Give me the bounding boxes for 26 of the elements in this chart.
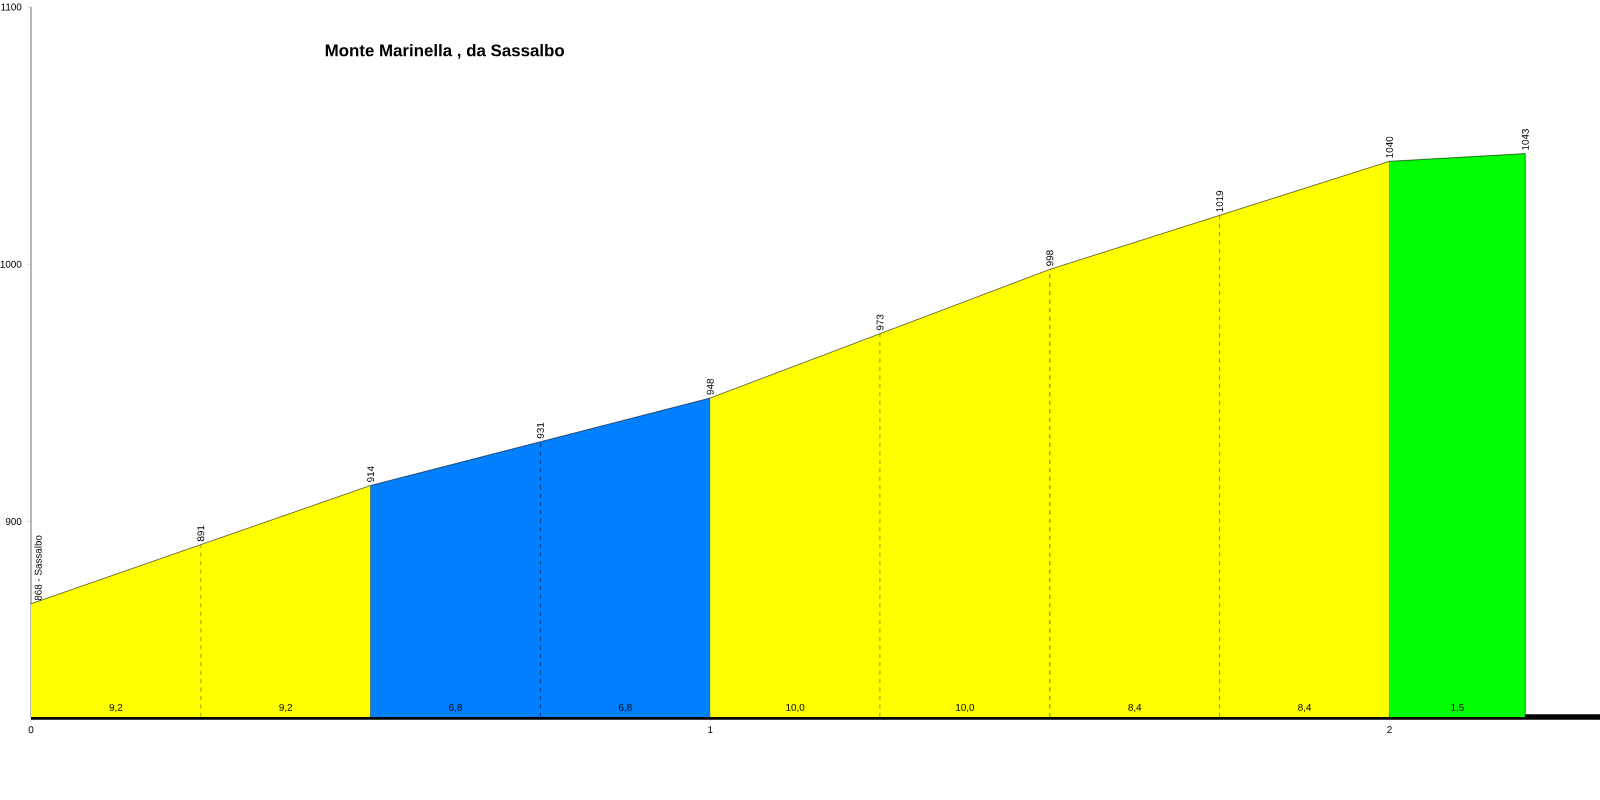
annotation: 8,4 [1128,703,1142,713]
annotation: 8,4 [1298,703,1312,713]
annotation: 9,2 [279,703,293,713]
data-label: 973 [876,314,884,331]
data-label: 1040 [1385,136,1393,158]
data-label: 891 [197,525,205,542]
data-label: 948 [706,378,714,395]
data-label: 1043 [1521,129,1529,150]
annotation: 1,5 [1451,704,1464,713]
annotation: 6,8 [618,703,632,713]
text: Monte Marinella , da Sassalbo [325,44,564,59]
y-tick-label: 1000 [0,260,22,268]
annotation: 10,0 [786,703,805,713]
y-tick-label: 1100 [1,3,22,11]
x-tick-label: 0 [28,726,34,734]
x-tick-label: 2 [1387,726,1392,734]
data-label: 931 [536,422,544,439]
annotation: 9,2 [109,703,123,713]
data-label: 1019 [1216,190,1224,212]
data-label: 868 - Sassalbo [34,535,42,601]
annotation: 6,8 [449,703,462,713]
data-label: 998 [1046,250,1054,266]
data-label: 914 [367,466,375,482]
x-tick-label: 1 [708,726,713,733]
annotation: 10,0 [956,703,975,713]
y-tick-label: 900 [5,518,22,525]
